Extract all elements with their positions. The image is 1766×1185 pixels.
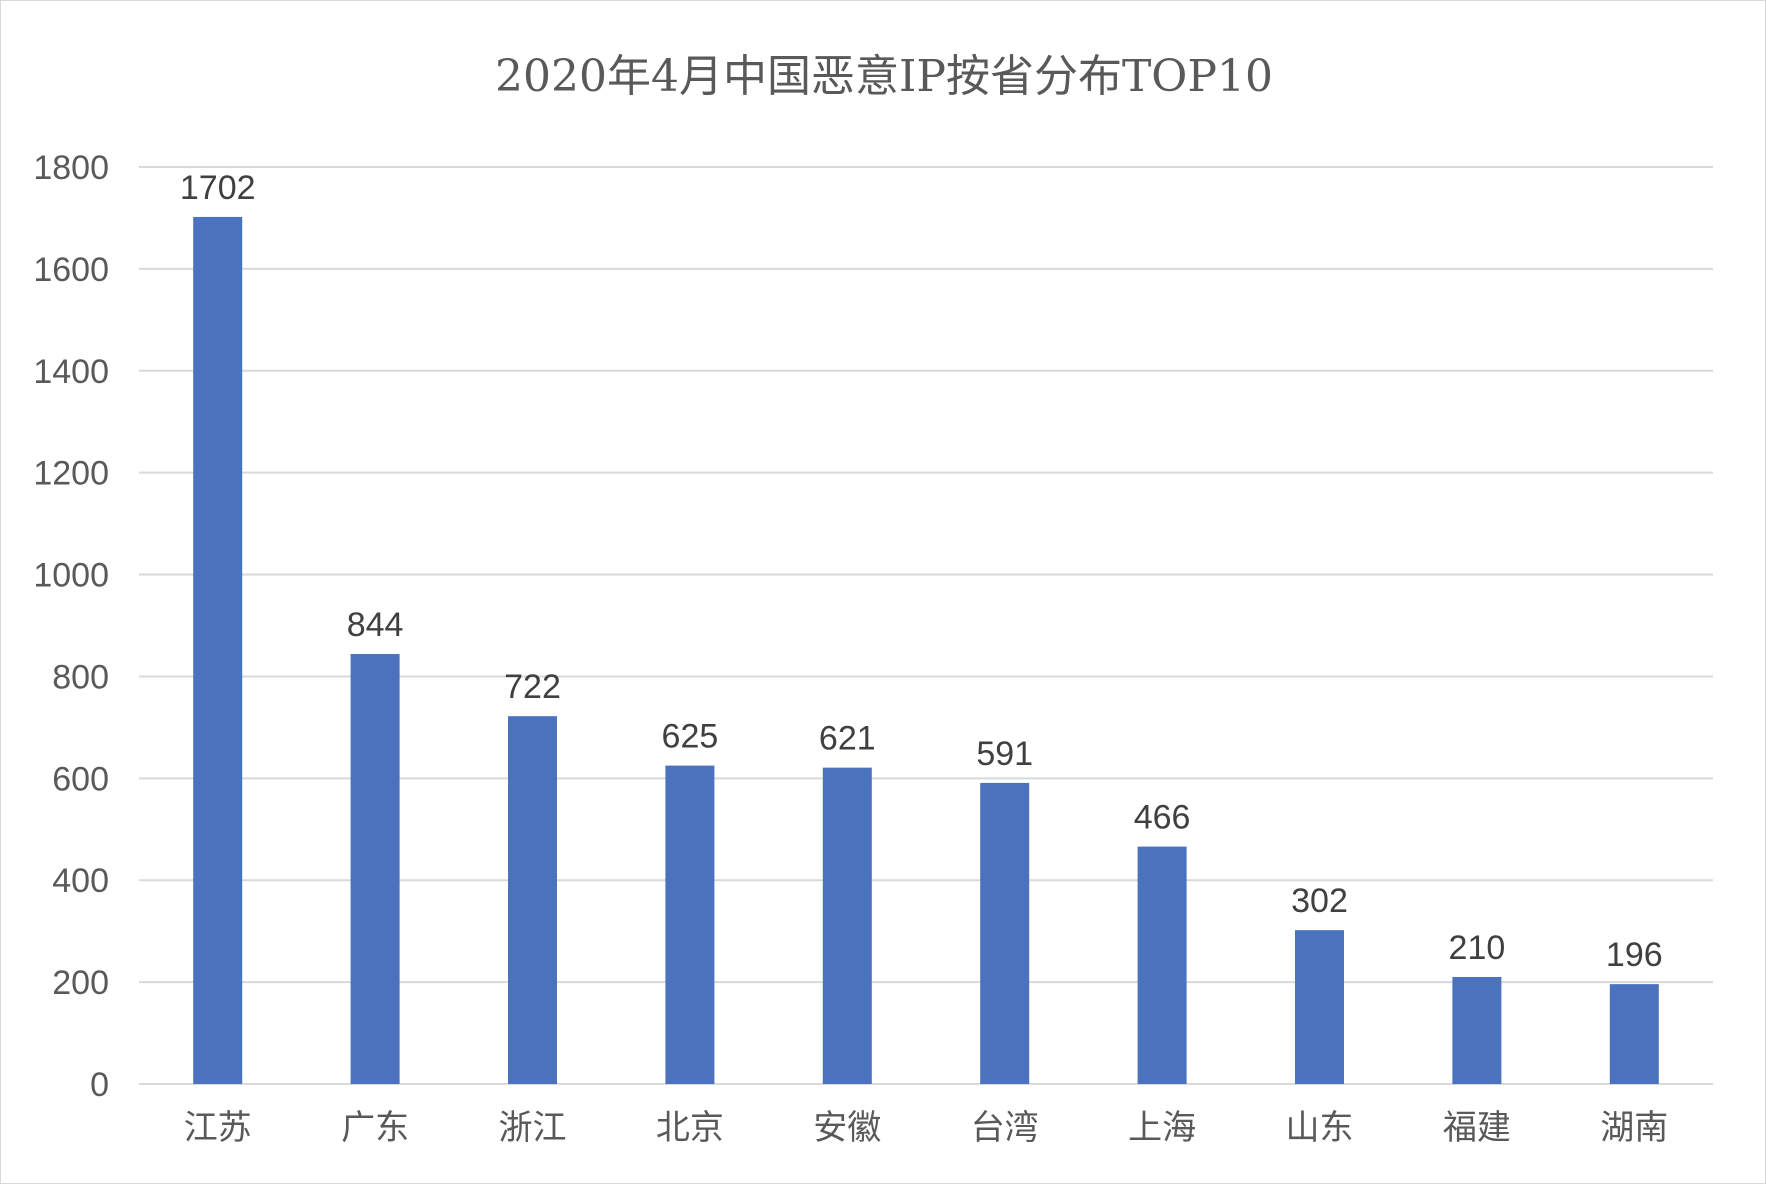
y-tick-label: 200: [52, 964, 109, 1002]
x-tick-label: 福建: [1443, 1108, 1511, 1148]
data-label: 844: [347, 606, 404, 644]
data-label: 1702: [180, 169, 256, 207]
data-label: 466: [1134, 799, 1191, 837]
y-tick-label: 1600: [33, 251, 109, 289]
x-tick-label: 湖南: [1600, 1108, 1668, 1148]
bar: [1609, 984, 1659, 1084]
y-tick-label: 400: [52, 862, 109, 900]
data-labels: 1702 844 722 625 621 591 466 302 210 196: [180, 169, 1663, 974]
data-label: 625: [662, 718, 719, 756]
y-tick-label: 1800: [33, 149, 109, 187]
y-tick-label: 800: [52, 658, 109, 696]
y-tick-label: 1400: [33, 353, 109, 391]
bar: [980, 782, 1030, 1084]
y-tick-label: 1000: [33, 557, 109, 595]
data-label: 210: [1449, 929, 1506, 967]
x-tick-label: 山东: [1286, 1108, 1354, 1148]
x-tick-label: 北京: [656, 1108, 724, 1148]
x-tick-label: 江苏: [184, 1108, 252, 1148]
data-label: 722: [504, 668, 561, 706]
data-label: 196: [1606, 936, 1663, 974]
data-label: 621: [819, 720, 876, 758]
bar: [1295, 930, 1344, 1084]
bar: [822, 767, 872, 1084]
bar: [1452, 977, 1502, 1084]
x-axis-categories: 江苏 广东 浙江 北京 安徽 台湾 上海 山东 福建 湖南: [184, 1108, 1669, 1148]
bars: [193, 216, 1659, 1085]
data-label: 591: [976, 735, 1033, 773]
x-tick-label: 浙江: [499, 1108, 567, 1148]
y-axis-ticks: 0 200 400 600 800 1000 1200 1400 1600 1800: [33, 149, 109, 1104]
bar: [508, 716, 557, 1084]
chart-title: 2020年4月中国恶意IP按省分布TOP10: [495, 51, 1273, 102]
y-tick-label: 1200: [33, 455, 109, 493]
bar: [350, 654, 400, 1084]
bar: [665, 765, 715, 1084]
gridlines: [139, 166, 1713, 1085]
x-tick-label: 广东: [341, 1108, 409, 1148]
y-tick-label: 600: [52, 760, 109, 798]
x-tick-label: 上海: [1128, 1108, 1196, 1148]
data-label: 302: [1291, 882, 1348, 920]
y-tick-label: 0: [90, 1066, 109, 1104]
x-tick-label: 安徽: [813, 1108, 881, 1148]
bar: [193, 216, 243, 1085]
x-tick-label: 台湾: [971, 1108, 1039, 1148]
bar: [1137, 846, 1187, 1084]
